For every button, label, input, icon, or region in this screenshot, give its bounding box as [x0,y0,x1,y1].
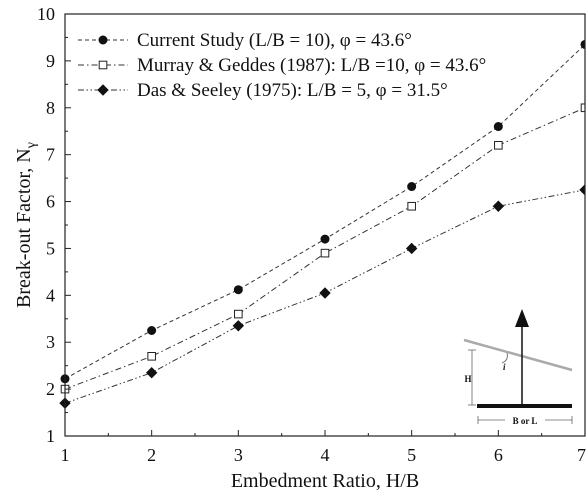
y-axis-title-main: Break-out Factor, N [13,148,35,308]
anchor-schematic-inset: i H B or L [463,309,573,426]
axes-layer: 1 2 3 4 5 6 7 1 2 3 4 5 6 7 8 9 10 Embedment Ratio, H/B Br… [13,4,586,492]
data-point [320,234,330,244]
data-point [407,201,416,211]
x-tick-label: 4 [321,445,330,465]
x-tick-label: 6 [494,445,503,465]
x-tick-label: 7 [577,445,586,465]
y-tick-label: 4 [46,285,55,305]
y-tick-label: 10 [37,4,55,24]
y-tick-label: 9 [46,51,55,71]
legend-marker [98,60,108,70]
plot-frame [64,13,586,437]
x-tick-label: 3 [234,445,243,465]
width-label-bg [505,414,545,426]
y-tick-label: 1 [46,426,55,446]
data-point [580,103,585,113]
data-point [580,39,585,49]
angle-arc [501,352,508,364]
data-point [147,326,157,335]
width-label: B or L [513,416,538,426]
legend-marker [97,84,109,96]
x-tick-label: 1 [61,445,70,465]
soil-surface-line [463,338,573,372]
y-tick-label: 8 [46,98,55,118]
y-axis-title: Break-out Factor, Nγ [13,142,39,308]
series-1 [60,39,585,384]
legend: Current Study (L/B = 10), φ = 43.6° Murra… [78,30,486,101]
x-tick-label: 2 [147,445,156,465]
y-tick-label: 7 [46,145,55,165]
legend-item-2: Murray & Geddes (1987): L/B =10, φ = 43.… [78,55,486,76]
legend-label: Current Study (L/B = 10), φ = 43.6° [137,30,412,51]
data-point [405,242,418,255]
uplift-arrow-icon [515,309,529,327]
x-tick-label: 5 [407,445,416,465]
data-point [493,122,503,132]
data-point [319,287,331,299]
data-point [232,320,245,332]
data-point [407,182,417,192]
legend-item-1: Current Study (L/B = 10), φ = 43.6° [78,30,412,51]
y-tick-label: 2 [46,379,55,399]
data-point [320,248,330,258]
series-2 [60,103,585,394]
data-point [492,200,505,212]
height-label: H [464,374,471,384]
y-tick-label: 5 [46,238,55,258]
y-tick-label: 3 [46,332,55,352]
plot-layer [59,39,585,409]
angle-label: i [503,362,506,372]
legend-label: Murray & Geddes (1987): L/B =10, φ = 43.… [137,55,486,76]
x-axis-title: Embedment Ratio, H/B [231,470,419,492]
legend-label: Das & Seeley (1975): L/B = 5, φ = 31.5° [137,80,448,101]
data-point [234,309,243,319]
data-point [494,140,503,150]
data-point [145,366,158,379]
data-point [579,184,585,196]
series-line [64,107,585,390]
y-axis-title-subscript: γ [24,142,39,149]
y-tick-label: 6 [46,192,55,212]
series-3 [59,184,585,409]
legend-marker [98,35,108,45]
legend-item-3: Das & Seeley (1975): L/B = 5, φ = 31.5° [78,80,448,101]
data-point [147,351,156,361]
data-point [233,285,243,295]
